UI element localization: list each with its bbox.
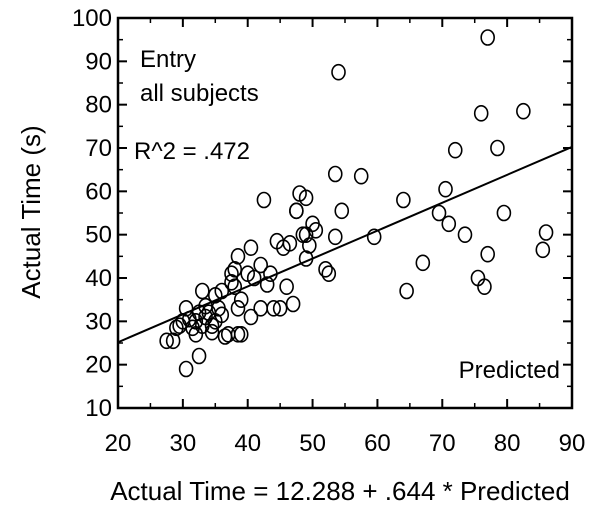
data-point	[298, 189, 314, 207]
data-point	[535, 241, 551, 259]
x-tick-label: 50	[299, 430, 326, 457]
data-point	[334, 202, 350, 220]
data-point	[233, 326, 249, 343]
data-point	[353, 167, 369, 185]
data-point	[272, 300, 288, 317]
data-point	[159, 332, 174, 350]
x-tick-label: 20	[105, 430, 132, 457]
y-tick-label: 10	[85, 395, 112, 422]
data-point	[396, 191, 411, 209]
data-point	[279, 278, 294, 295]
data-point	[438, 180, 453, 198]
annotation-group: Entry	[140, 46, 196, 73]
y-tick-label: 70	[85, 135, 112, 162]
x-tick-label: 40	[234, 430, 261, 457]
data-point	[230, 326, 246, 343]
data-point	[165, 332, 181, 350]
y-tick-label: 90	[85, 48, 112, 75]
data-point	[259, 276, 275, 293]
y-tick-label: 100	[72, 5, 112, 32]
data-point	[224, 265, 239, 282]
data-point	[230, 248, 246, 265]
data-point	[178, 360, 194, 378]
data-point	[285, 295, 301, 313]
data-point	[204, 323, 220, 341]
data-point	[224, 274, 239, 291]
data-point	[331, 63, 346, 81]
data-point	[480, 245, 495, 263]
data-point	[253, 256, 268, 274]
data-point	[243, 308, 259, 326]
data-point	[214, 306, 230, 324]
data-point	[327, 228, 343, 246]
plot-frame	[116, 16, 574, 410]
x-axis-title: Actual Time = 12.288 + .644 * Predicted	[110, 476, 570, 506]
data-point	[214, 282, 230, 300]
data-point	[233, 291, 249, 308]
data-point	[302, 237, 317, 254]
data-point	[490, 139, 505, 157]
y-tick-label: 40	[85, 265, 112, 292]
data-point	[246, 269, 262, 287]
data-point	[289, 202, 304, 220]
data-point	[266, 300, 281, 317]
x-axis-ticks: 20 30 40 50 60 70 80 90	[105, 18, 586, 457]
data-point	[191, 347, 207, 365]
data-point	[227, 278, 243, 295]
data-points	[159, 29, 554, 378]
data-point	[473, 105, 489, 122]
y-tick-label: 50	[85, 222, 112, 249]
data-point	[441, 215, 457, 233]
data-point	[321, 265, 337, 282]
x-tick-label: 30	[170, 430, 197, 457]
x-tick-label: 80	[494, 430, 521, 457]
data-point	[195, 282, 210, 300]
data-point	[308, 222, 324, 239]
y-tick-label: 80	[85, 92, 112, 119]
data-point	[318, 261, 333, 278]
annotation-r-squared: R^2 = .472	[134, 138, 250, 165]
data-point	[457, 226, 473, 243]
data-point	[282, 235, 298, 252]
data-point	[431, 204, 447, 222]
x-tick-label: 70	[429, 430, 456, 457]
data-point	[298, 250, 314, 267]
data-point	[230, 300, 246, 317]
data-point	[399, 282, 414, 300]
y-tick-label: 20	[85, 352, 112, 379]
data-point	[447, 141, 463, 159]
data-point	[204, 317, 220, 334]
x-tick-label: 90	[559, 430, 586, 457]
data-point	[178, 300, 194, 317]
data-point	[477, 278, 492, 295]
y-tick-label: 60	[85, 178, 112, 205]
data-point	[516, 102, 531, 120]
data-point	[227, 261, 243, 278]
data-point	[253, 300, 268, 317]
data-point	[480, 29, 495, 46]
data-point	[327, 165, 343, 183]
annotation-predicted: Predicted	[459, 357, 560, 384]
y-tick-label: 30	[85, 308, 112, 335]
annotation-subset: all subjects	[140, 80, 259, 107]
y-axis-ticks: 10 20 30 40 50 60 70 80 90 100	[72, 5, 572, 422]
data-point	[243, 239, 259, 256]
x-tick-label: 60	[364, 430, 391, 457]
data-point	[415, 254, 431, 272]
data-point	[256, 191, 272, 209]
data-point	[263, 265, 278, 282]
data-point	[538, 224, 554, 241]
y-axis-title: Actual Time (s)	[16, 125, 46, 298]
data-point	[366, 228, 382, 246]
data-point	[496, 204, 512, 222]
